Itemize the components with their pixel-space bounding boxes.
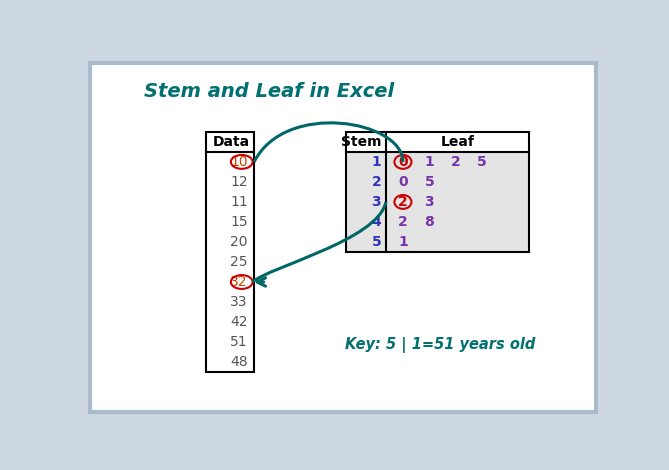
Text: 1: 1 (424, 155, 434, 169)
Text: 15: 15 (230, 215, 248, 229)
Text: 3: 3 (424, 195, 434, 209)
Text: Stem: Stem (341, 135, 381, 149)
Bar (206, 132, 254, 372)
Text: 2: 2 (398, 195, 408, 209)
Text: 20: 20 (230, 235, 248, 249)
Text: Data: Data (212, 135, 250, 149)
Text: 48: 48 (230, 355, 248, 369)
Text: 42: 42 (230, 315, 248, 329)
Text: 1: 1 (371, 155, 381, 169)
Text: 2: 2 (371, 175, 381, 189)
Text: 2: 2 (398, 215, 408, 229)
Text: 0: 0 (398, 155, 407, 169)
Text: 11: 11 (230, 195, 248, 209)
Text: Key: 5 | 1=51 years old: Key: 5 | 1=51 years old (345, 337, 535, 353)
Text: 51: 51 (230, 335, 248, 349)
FancyBboxPatch shape (90, 63, 596, 412)
Bar (346, 132, 529, 252)
Text: Leaf: Leaf (441, 135, 474, 149)
Text: 25: 25 (230, 255, 248, 269)
Text: 32: 32 (230, 275, 248, 289)
Text: 33: 33 (230, 295, 248, 309)
Text: 10: 10 (230, 155, 248, 169)
Text: 8: 8 (424, 215, 434, 229)
Text: 2: 2 (451, 155, 460, 169)
Text: 5: 5 (477, 155, 487, 169)
Text: 3: 3 (371, 195, 381, 209)
Text: 12: 12 (230, 175, 248, 189)
Text: 5: 5 (371, 235, 381, 249)
Text: Stem and Leaf in Excel: Stem and Leaf in Excel (144, 82, 394, 101)
Bar (346, 152, 529, 252)
Text: 0: 0 (398, 175, 407, 189)
Text: 1: 1 (398, 235, 408, 249)
Text: 4: 4 (371, 215, 381, 229)
Text: 5: 5 (424, 175, 434, 189)
